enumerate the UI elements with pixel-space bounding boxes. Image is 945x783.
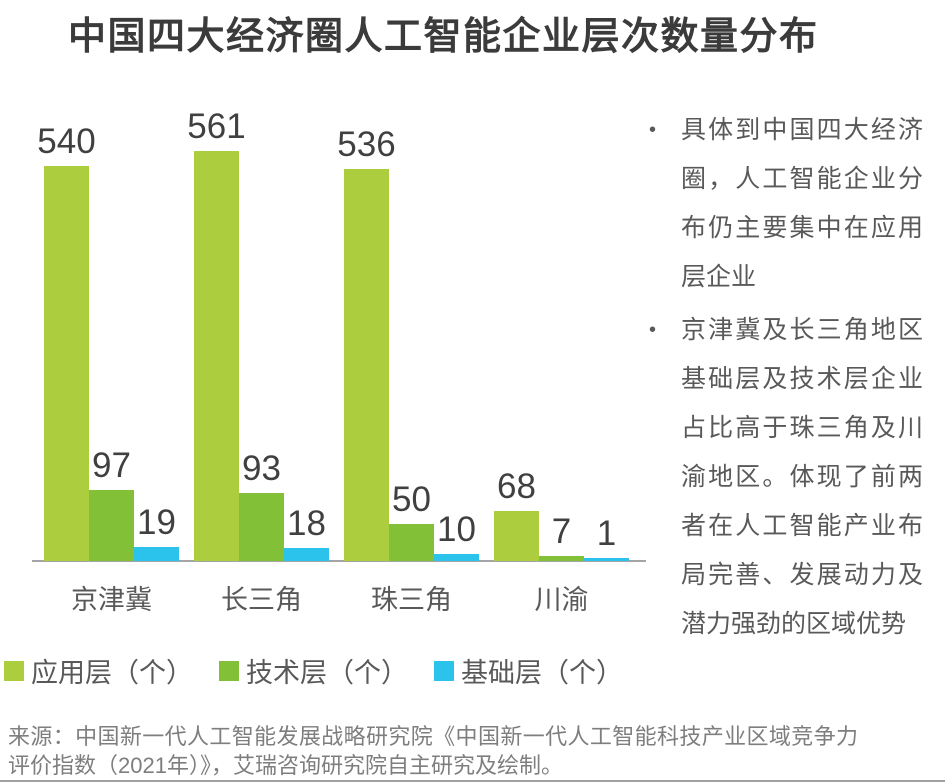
bar [239, 493, 284, 561]
chart-legend: 应用层（个） 技术层（个） 基础层（个） [4, 651, 645, 690]
bullet-icon: • [649, 319, 657, 341]
bar-value-label: 18 [287, 504, 326, 543]
bar-cell: 50 [389, 482, 434, 561]
bar [344, 169, 389, 561]
bar-value-label: 540 [37, 122, 96, 161]
bar-cell: 561 [187, 109, 246, 561]
bar-value-label: 68 [497, 467, 536, 506]
bar-value-label: 10 [437, 510, 476, 549]
bar [389, 524, 434, 561]
note-item: • 具体到中国四大经济圈，人工智能企业分布仍主要集中在应用层企业 [645, 106, 925, 302]
bar-group: 540 97 19 [37, 106, 179, 561]
legend-swatch-icon [434, 660, 454, 681]
legend-swatch-icon [4, 660, 24, 681]
category-label: 珠三角 [371, 585, 452, 615]
bar-value-label: 19 [137, 503, 176, 542]
legend-swatch-icon [219, 660, 239, 681]
bar-group: 561 93 18 [187, 106, 329, 561]
bar-cell: 1 [584, 516, 629, 561]
legend-label: 基础层（个） [461, 658, 623, 688]
bar-value-label: 1 [596, 514, 617, 553]
bar-cell: 68 [494, 469, 539, 561]
bar [44, 166, 89, 561]
bar-group: 536 50 10 [337, 106, 479, 561]
bar [539, 556, 584, 561]
chart-title: 中国四大经济圈人工智能企业层次数量分布 [68, 16, 819, 58]
bar-cell: 10 [434, 512, 479, 561]
bar [194, 151, 239, 561]
legend-item: 应用层（个） [4, 651, 193, 690]
bullet-icon: • [649, 119, 657, 141]
bar-chart: 540 97 19 561 93 18 536 50 10 68 7 1 京津冀 长三角 珠三角 川渝 应用… [0, 106, 646, 690]
x-axis-line [32, 560, 646, 562]
legend-label: 技术层（个） [246, 658, 408, 688]
note-text: 具体到中国四大经济圈，人工智能企业分布仍主要集中在应用层企业 [681, 116, 923, 291]
bar [284, 548, 329, 561]
bar-cell: 7 [539, 514, 584, 561]
plot-area: 540 97 19 561 93 18 536 50 10 68 7 1 [32, 106, 646, 562]
bar-cell: 19 [134, 505, 179, 561]
bar-value-label: 50 [392, 480, 431, 519]
bar-cell: 93 [239, 451, 284, 561]
plot-wrap: 540 97 19 561 93 18 536 50 10 68 7 1 京津冀 长三角 珠三角 川渝 [32, 106, 646, 617]
bar-cell: 540 [37, 124, 96, 561]
bar-cell: 536 [337, 127, 396, 561]
category-label: 长三角 [221, 585, 302, 615]
source-note: 来源：中国新一代人工智能发展战略研究院《中国新一代人工智能科技产业区域竞争力评价… [8, 724, 858, 778]
main-content: 540 97 19 561 93 18 536 50 10 68 7 1 京津冀 长三角 珠三角 川渝 应用… [0, 106, 945, 690]
legend-item: 技术层（个） [219, 651, 408, 690]
bar-group: 68 7 1 [494, 106, 629, 561]
bar-cell: 18 [284, 506, 329, 561]
bottom-divider [0, 780, 945, 782]
bar [134, 547, 179, 561]
category-label: 京津冀 [71, 585, 152, 615]
bar [89, 490, 134, 561]
note-item: • 京津冀及长三角地区基础层及技术层企业占比高于珠三角及川渝地区。体现了前两者在… [645, 306, 925, 649]
bar [584, 558, 629, 561]
notes-panel: • 具体到中国四大经济圈，人工智能企业分布仍主要集中在应用层企业 • 京津冀及长… [645, 106, 945, 690]
bar-cell: 97 [89, 448, 134, 561]
bar-value-label: 536 [337, 125, 396, 164]
category-axis: 京津冀 长三角 珠三角 川渝 [40, 583, 640, 617]
bar-value-label: 561 [187, 107, 246, 146]
category-label: 川渝 [534, 585, 589, 615]
bar [434, 554, 479, 561]
bar-value-label: 93 [242, 449, 281, 488]
bar-value-label: 7 [551, 512, 572, 551]
bar [494, 511, 539, 561]
legend-item: 基础层（个） [434, 651, 623, 690]
legend-label: 应用层（个） [31, 658, 193, 688]
bar-value-label: 97 [92, 446, 131, 485]
note-text: 京津冀及长三角地区基础层及技术层企业占比高于珠三角及川渝地区。体现了前两者在人工… [681, 316, 923, 638]
